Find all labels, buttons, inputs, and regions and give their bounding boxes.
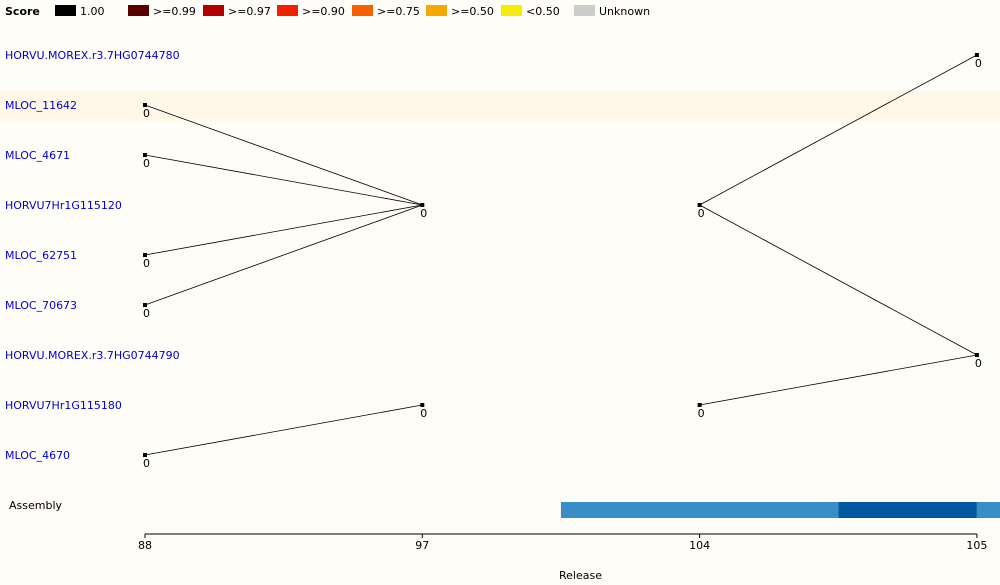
- legend-swatch: [426, 5, 447, 16]
- node-score-label: 0: [420, 407, 427, 420]
- edge-line: [699, 204, 978, 356]
- legend-label: >=0.75: [377, 5, 420, 18]
- gene-link[interactable]: MLOC_4670: [5, 449, 71, 462]
- x-axis-tick-label: 88: [138, 539, 152, 552]
- legend-title: Score: [5, 5, 40, 18]
- x-axis-tick-label: 97: [415, 539, 429, 552]
- node-marker[interactable]: [143, 453, 147, 457]
- gene-link[interactable]: HORVU.MOREX.r3.7HG0744780: [5, 49, 180, 62]
- legend-label: >=0.90: [302, 5, 345, 18]
- node-marker[interactable]: [143, 253, 147, 257]
- node-marker[interactable]: [974, 353, 979, 357]
- edge-line: [144, 404, 423, 456]
- assembly-segment: [838, 502, 977, 518]
- node-marker[interactable]: [974, 53, 979, 57]
- node-score-label: 0: [420, 207, 427, 220]
- node-score-label: 0: [698, 207, 705, 220]
- score-legend: Score 1.00 >=0.99 >=0.97 >=0.90 >=0.75 >=0.50…: [0, 0, 1000, 22]
- legend-label: Unknown: [599, 5, 651, 18]
- legend-label: <0.50: [526, 5, 560, 18]
- gene-link[interactable]: MLOC_70673: [5, 299, 78, 312]
- x-axis-tick-label: 105: [966, 539, 987, 552]
- node-score-label: 0: [143, 257, 150, 270]
- gene-link[interactable]: HORVU.MOREX.r3.7HG0744790: [5, 349, 180, 362]
- legend-swatch: [203, 5, 224, 16]
- edge-line: [144, 104, 423, 206]
- legend-label: 1.00: [80, 5, 105, 18]
- legend-swatch: [277, 5, 298, 16]
- legend-label: >=0.99: [153, 5, 196, 18]
- gene-link[interactable]: HORVU7Hr1G115180: [5, 399, 122, 412]
- node-score-label: 0: [143, 107, 150, 120]
- assembly-segment: [560, 502, 839, 518]
- legend-label: >=0.97: [228, 5, 271, 18]
- assembly-segment: [976, 502, 1000, 518]
- edge-line: [699, 54, 978, 206]
- legend-swatch: [128, 5, 149, 16]
- node-marker[interactable]: [143, 103, 147, 107]
- node-score-label: 0: [975, 357, 982, 370]
- node-score-label: 0: [143, 307, 150, 320]
- node-score-label: 0: [143, 157, 150, 170]
- x-axis-tick-label: 104: [689, 539, 710, 552]
- legend-label: >=0.50: [451, 5, 494, 18]
- legend-swatch: [501, 5, 522, 16]
- gene-link[interactable]: HORVU7Hr1G115120: [5, 199, 122, 212]
- legend-swatch: [352, 5, 373, 16]
- gene-link[interactable]: MLOC_62751: [5, 249, 78, 262]
- legend-swatch: [574, 5, 595, 16]
- node-marker[interactable]: [697, 203, 702, 207]
- assembly-label: Assembly: [9, 499, 63, 512]
- node-marker[interactable]: [420, 203, 425, 207]
- gene-link[interactable]: MLOC_4671: [5, 149, 71, 162]
- edge-line: [144, 204, 423, 256]
- gene-link[interactable]: MLOC_11642: [5, 99, 78, 112]
- edge-line: [699, 354, 977, 406]
- edge-line: [144, 154, 423, 206]
- node-score-label: 0: [143, 457, 150, 470]
- node-marker[interactable]: [420, 403, 425, 407]
- highlighted-row: [0, 91, 1000, 121]
- edge-line: [144, 204, 423, 306]
- x-axis-label: Release: [559, 569, 602, 582]
- node-score-label: 0: [975, 57, 982, 70]
- node-score-label: 0: [698, 407, 705, 420]
- legend-swatch: [55, 5, 76, 16]
- node-marker[interactable]: [143, 303, 147, 307]
- node-marker[interactable]: [143, 153, 147, 157]
- node-marker[interactable]: [697, 403, 702, 407]
